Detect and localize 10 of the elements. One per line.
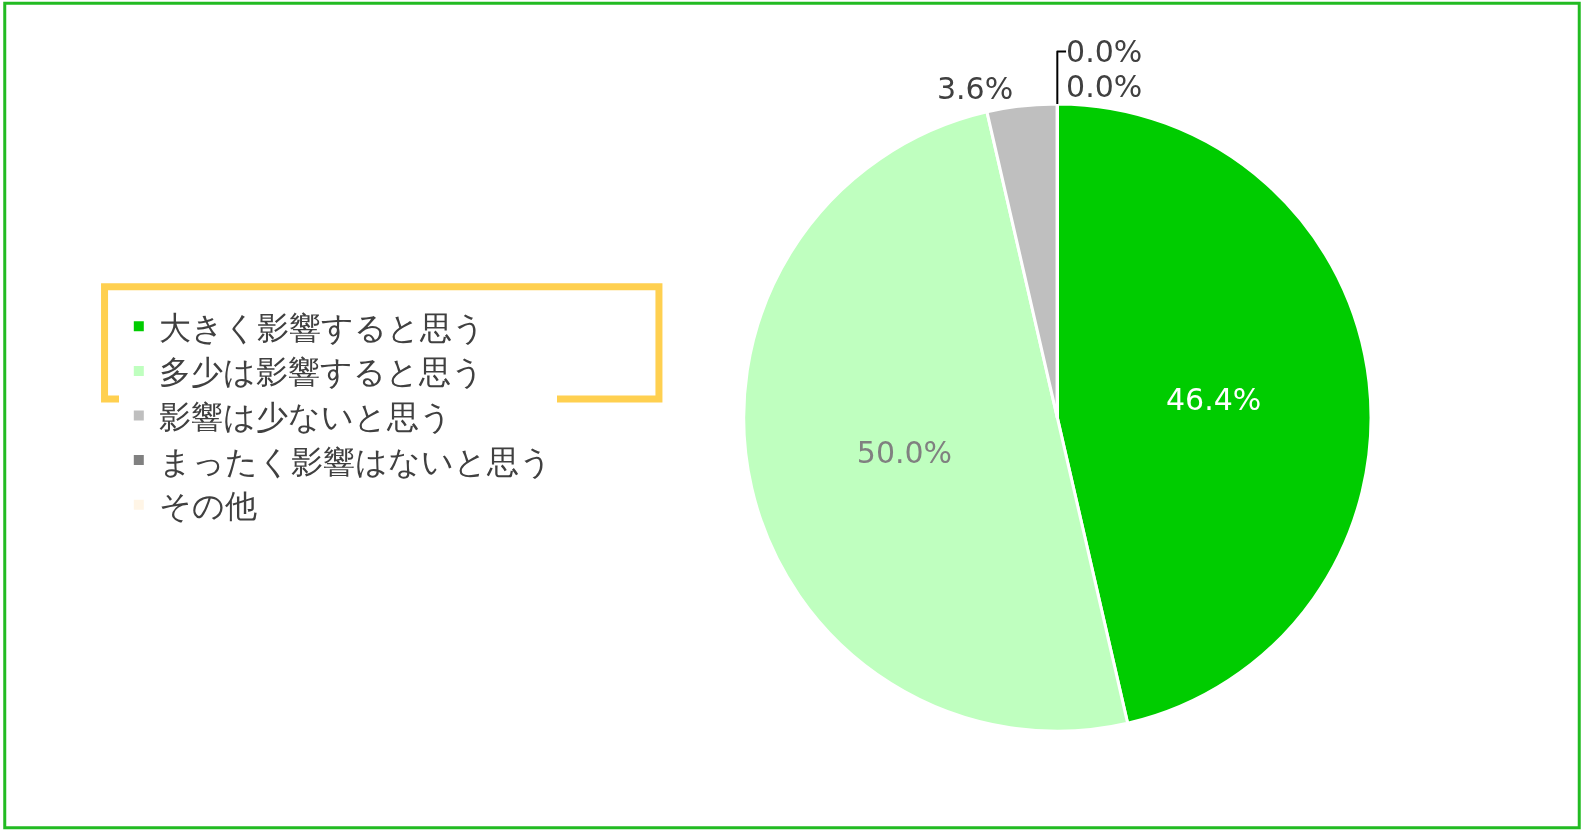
text: 0.0% xyxy=(1066,68,1143,104)
legend-label: その他 xyxy=(158,487,257,526)
legend-label: まったく影響はないと思う xyxy=(158,442,552,481)
legend-label: 多少は影響すると思う xyxy=(158,353,484,392)
legend-label: 大きく影響すると思う xyxy=(158,308,485,347)
data-label: 3.6% xyxy=(936,71,1014,107)
text: 0.0% xyxy=(1066,33,1143,69)
data-label: 46.4% xyxy=(1166,382,1262,418)
legend-label: 影響は少ないと思う xyxy=(158,397,452,436)
data-label: 50.0% xyxy=(856,435,953,471)
